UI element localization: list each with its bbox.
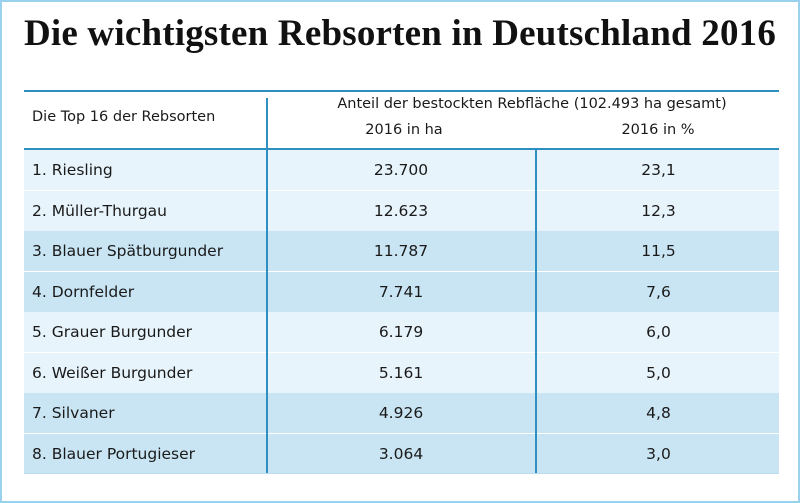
bottom-rule <box>24 473 779 474</box>
variety-name: 6. Weißer Burgunder <box>32 363 193 382</box>
header-ha-column: 2016 in ha <box>365 122 443 138</box>
header-varieties-label: Die Top 16 der Rebsorten <box>32 109 216 125</box>
table-row: 8. Blauer Portugieser 3.064 3,0 <box>24 433 779 475</box>
table-row: 1. Riesling 23.700 23,1 <box>24 150 779 191</box>
table-row: 3. Blauer Spätburgunder 11.787 11,5 <box>24 231 779 272</box>
variety-name: 4. Dornfelder <box>32 282 135 301</box>
share-pct-value: 4,8 <box>646 404 671 422</box>
share-pct-value: 3,0 <box>646 444 671 463</box>
header-divider <box>266 98 268 150</box>
area-ha-value: 6.179 <box>378 323 424 341</box>
share-pct-value: 7,6 <box>646 282 671 301</box>
column-divider-ha-pct <box>535 150 537 474</box>
share-pct-value: 6,0 <box>646 323 671 341</box>
table-row: 2. Müller-Thurgau 12.623 12,3 <box>24 190 779 232</box>
area-ha-value: 5.161 <box>378 363 424 382</box>
row-separator <box>24 473 779 475</box>
area-ha-value: 3.064 <box>378 444 424 463</box>
variety-name: 5. Grauer Burgunder <box>32 323 193 341</box>
share-pct-value: 11,5 <box>641 242 676 260</box>
table-row: 6. Weißer Burgunder 5.161 5,0 <box>24 352 779 394</box>
table-row: 7. Silvaner 4.926 4,8 <box>24 393 779 434</box>
variety-name: 3. Blauer Spätburgunder <box>32 242 224 260</box>
variety-name: 7. Silvaner <box>32 404 115 422</box>
share-pct-value: 23,1 <box>641 161 676 179</box>
variety-name: 1. Riesling <box>32 161 113 179</box>
area-ha-value: 12.623 <box>373 201 429 220</box>
header-pct-column: 2016 in % <box>621 122 695 138</box>
header-share-label: Anteil der bestockten Rebfläche (102.493… <box>337 96 727 112</box>
top-rule <box>24 90 779 92</box>
column-divider-name-ha <box>266 150 268 474</box>
area-ha-value: 11.787 <box>373 242 429 260</box>
variety-name: 8. Blauer Portugieser <box>32 444 196 463</box>
share-pct-value: 5,0 <box>646 363 671 382</box>
area-ha-value: 7.741 <box>378 282 424 301</box>
variety-name: 2. Müller-Thurgau <box>32 201 167 220</box>
area-ha-value: 23.700 <box>373 161 429 179</box>
data-table: 1. Riesling 23.700 23,1 2. Müller-Thurgau 12… <box>24 150 779 475</box>
table-row: 4. Dornfelder 7.741 7,6 <box>24 271 779 313</box>
share-pct-value: 12,3 <box>641 201 676 220</box>
chart-title: Die wichtigsten Rebsorten in Deutschland… <box>23 13 777 54</box>
area-ha-value: 4.926 <box>378 404 424 422</box>
table-row: 5. Grauer Burgunder 6.179 6,0 <box>24 312 779 353</box>
header-rule <box>24 148 779 150</box>
